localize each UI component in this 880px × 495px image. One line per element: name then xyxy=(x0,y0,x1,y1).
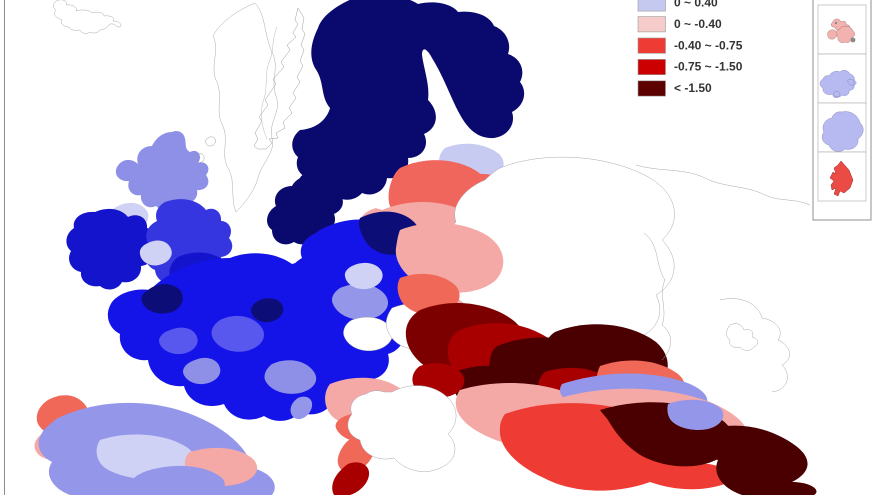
svg-text:< -1.50: < -1.50 xyxy=(674,81,712,95)
svg-text:-0.40 ~ -0.75: -0.40 ~ -0.75 xyxy=(674,38,743,52)
svg-text:0 ~ -0.40: 0 ~ -0.40 xyxy=(674,17,722,31)
svg-text:0 ~ 0.40: 0 ~ 0.40 xyxy=(674,0,718,10)
svg-text:-0.75 ~ -1.50: -0.75 ~ -1.50 xyxy=(674,60,743,74)
